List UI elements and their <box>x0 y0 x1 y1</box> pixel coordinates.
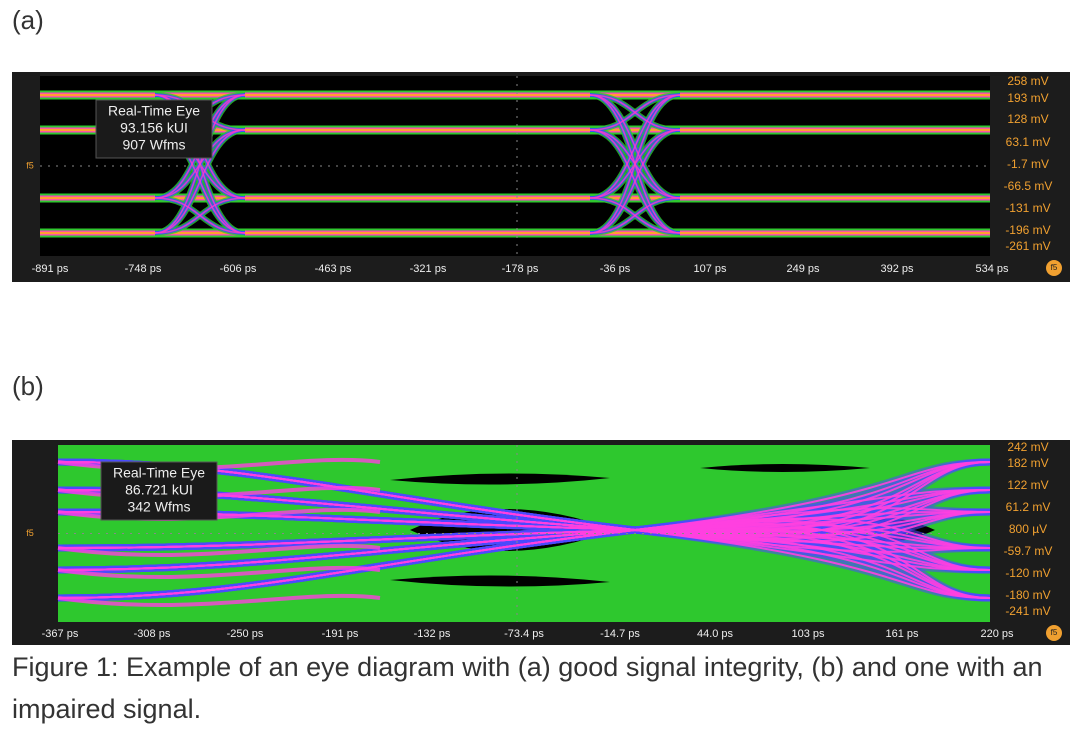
x-axis-label: -606 ps <box>220 263 257 275</box>
transition <box>589 94 681 131</box>
info-text: 93.156 kUI <box>120 120 188 136</box>
trace <box>57 593 381 608</box>
x-axis-label: -748 ps <box>125 263 162 275</box>
eye-traces <box>57 457 991 608</box>
info-box <box>95 99 213 159</box>
x-axis-label: -73.4 ps <box>504 628 544 640</box>
x-axis-label: 249 ps <box>786 263 820 275</box>
y-axis-label: -120 mV <box>1005 566 1050 580</box>
y-axis-label: 128 mV <box>1007 112 1048 126</box>
trace <box>57 522 991 599</box>
y-axis-label: -59.7 mV <box>1004 544 1053 558</box>
caption: Figure 1: Example of an eye diagram with… <box>12 652 1043 724</box>
panel-label: (b) <box>12 371 44 401</box>
x-axis-label: -178 ps <box>502 263 539 275</box>
transition <box>589 94 681 234</box>
eye-opening <box>390 575 610 587</box>
info-box <box>100 461 218 521</box>
y-axis-label: 63.1 mV <box>1006 135 1051 149</box>
eye-opening <box>700 464 870 472</box>
trace <box>57 565 381 580</box>
transition <box>589 129 681 234</box>
info-text: Real-Time Eye <box>113 465 205 481</box>
y-axis-label: -66.5 mV <box>1004 179 1053 193</box>
marker-label: f5 <box>1051 263 1058 272</box>
marker-label: f5 <box>1051 628 1058 637</box>
y-axis-label: 61.2 mV <box>1006 500 1051 514</box>
x-axis-label: 534 ps <box>975 263 1009 275</box>
x-axis-label: 44.0 ps <box>697 628 734 640</box>
info-text: 907 Wfms <box>122 137 185 153</box>
x-axis-label: -250 ps <box>227 628 264 640</box>
panel-label: (a) <box>12 5 44 35</box>
info-text: 86.721 kUI <box>125 482 193 498</box>
x-axis-label: 103 ps <box>791 628 825 640</box>
transition <box>154 94 246 234</box>
info-text: 342 Wfms <box>127 499 190 515</box>
y-axis-label: -261 mV <box>1005 239 1050 253</box>
x-axis-label: -14.7 ps <box>600 628 640 640</box>
transition <box>589 94 681 199</box>
transition <box>589 197 681 234</box>
y-axis-label: 122 mV <box>1007 478 1048 492</box>
x-axis-label: 392 ps <box>880 263 914 275</box>
y-axis-label: 242 mV <box>1007 440 1048 454</box>
y-axis-label: 800 µV <box>1009 522 1047 536</box>
y-axis-label: -131 mV <box>1005 201 1050 215</box>
eye-opening <box>390 473 610 485</box>
info-text: Real-Time Eye <box>108 103 200 119</box>
ref-marker: f5 <box>26 160 34 170</box>
x-axis-label: -191 ps <box>322 628 359 640</box>
x-axis-label: -321 ps <box>410 263 447 275</box>
x-axis-label: 161 ps <box>885 628 919 640</box>
x-axis-label: 220 ps <box>980 628 1014 640</box>
x-axis-label: -463 ps <box>315 263 352 275</box>
y-axis-label: -241 mV <box>1005 604 1050 618</box>
x-axis-label: -308 ps <box>134 628 171 640</box>
transition <box>154 197 246 234</box>
y-axis-label: 182 mV <box>1007 456 1048 470</box>
marker-badge <box>1046 260 1062 276</box>
x-axis-label: -132 ps <box>414 628 451 640</box>
y-axis-label: -196 mV <box>1005 223 1050 237</box>
ref-marker: f5 <box>26 528 34 538</box>
marker-badge <box>1046 625 1062 641</box>
x-axis-label: -36 ps <box>600 263 631 275</box>
y-axis-label: -180 mV <box>1005 588 1050 602</box>
y-axis-label: 193 mV <box>1007 91 1048 105</box>
trace <box>57 543 381 558</box>
transition <box>154 129 246 234</box>
x-axis-label: 107 ps <box>693 263 727 275</box>
y-axis-label: 258 mV <box>1007 74 1048 88</box>
x-axis-label: -367 ps <box>42 628 79 640</box>
x-axis-label: -891 ps <box>32 263 69 275</box>
y-axis-label: -1.7 mV <box>1007 157 1049 171</box>
